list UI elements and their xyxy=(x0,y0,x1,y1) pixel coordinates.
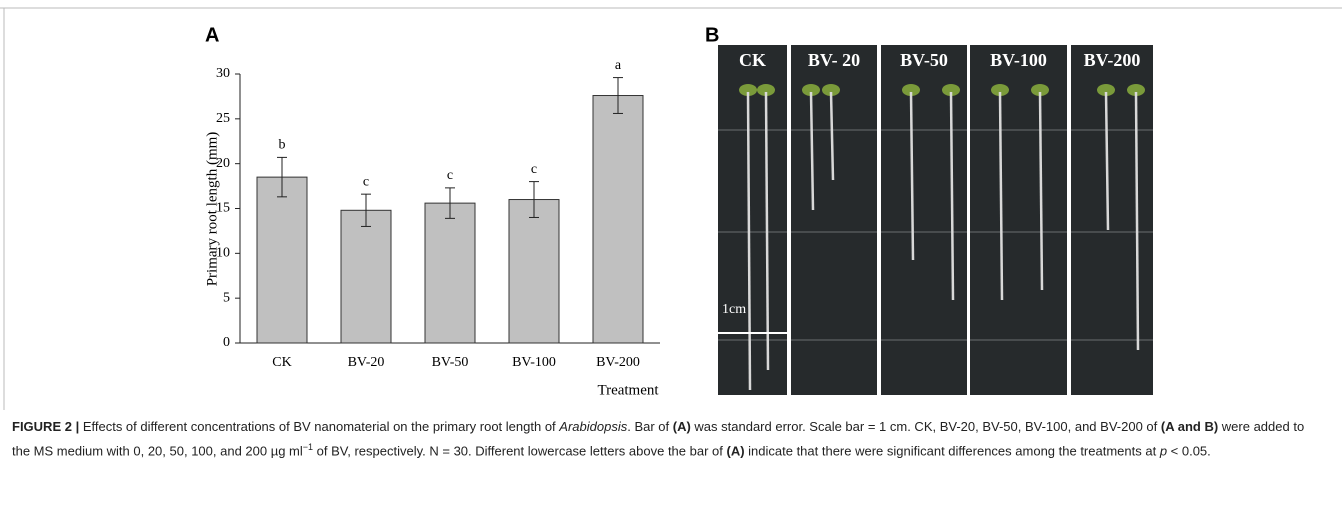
photo-leaf xyxy=(757,84,775,96)
photo-root xyxy=(1038,91,1044,291)
caption-text: (A) xyxy=(726,443,745,459)
photo-leaf xyxy=(739,84,757,96)
photo-root xyxy=(809,91,815,211)
photo-leaf xyxy=(822,84,840,96)
caption-text: (A) xyxy=(672,419,691,434)
caption-text: < 0.05. xyxy=(1167,443,1211,459)
panel-label: A xyxy=(205,24,219,46)
bar xyxy=(592,95,644,344)
photo-leaf xyxy=(802,84,820,96)
photo-label: BV-100 xyxy=(990,50,1047,70)
scale-label: 1cm xyxy=(722,302,746,317)
photo-root xyxy=(909,91,915,261)
photo-root xyxy=(829,91,835,181)
bar xyxy=(424,202,476,344)
caption-text: Arabidopsis xyxy=(559,419,628,434)
x-tick-label: CK xyxy=(272,355,291,370)
panel-label: B xyxy=(705,24,719,46)
y-tick-label: 0 xyxy=(223,335,230,350)
photo-leaf xyxy=(1097,84,1115,96)
x-tick-label: BV-100 xyxy=(512,355,556,370)
significance-letter: b xyxy=(279,138,286,153)
photo-panel xyxy=(881,45,967,395)
significance-letter: c xyxy=(447,168,453,183)
figure-graphics: A B Primary root length (mm) Treatment 0… xyxy=(0,7,1342,410)
caption-text: was standard error. Scale bar = 1 cm. CK… xyxy=(690,419,1161,434)
photo-panel xyxy=(1071,45,1153,395)
x-tick-label: BV-50 xyxy=(432,355,469,370)
bar xyxy=(508,199,560,344)
caption-text: −1 xyxy=(302,442,314,452)
y-tick-label: 15 xyxy=(216,201,230,216)
caption-text: indicate that there were significant dif… xyxy=(744,443,1160,459)
caption-text: p xyxy=(1159,443,1168,459)
photo-leaf xyxy=(1031,84,1049,96)
y-axis-label: Primary root length (mm) xyxy=(204,132,220,287)
caption-text: FIGURE 2 | xyxy=(12,419,80,434)
significance-letter: a xyxy=(615,58,622,73)
caption-text: (A and B) xyxy=(1160,419,1219,434)
y-tick-label: 10 xyxy=(216,246,230,261)
photo-leaf xyxy=(991,84,1009,96)
caption-text: of BV, respectively. N = 30. Different l… xyxy=(313,443,727,459)
caption-text: were added to the MS medium with 0, 20, … xyxy=(12,419,1305,459)
significance-letter: c xyxy=(363,174,369,189)
photo-leaf xyxy=(942,84,960,96)
y-tick-label: 20 xyxy=(216,156,230,171)
x-tick-label: BV-20 xyxy=(348,355,385,370)
y-tick-label: 30 xyxy=(216,66,230,81)
photo-root xyxy=(764,91,770,371)
photo-root xyxy=(1134,91,1140,351)
y-tick-label: 25 xyxy=(216,111,230,126)
bar xyxy=(256,176,308,344)
x-tick-label: BV-200 xyxy=(596,355,640,370)
photo-root xyxy=(746,91,752,391)
y-tick-label: 5 xyxy=(223,290,230,305)
photo-label: BV-50 xyxy=(900,50,948,70)
photo-label: BV-200 xyxy=(1084,50,1141,70)
photo-panel xyxy=(970,45,1067,395)
photo-label: BV- 20 xyxy=(808,50,860,70)
x-axis-label: Treatment xyxy=(597,382,659,398)
photo-label: CK xyxy=(739,50,766,70)
photo-panel xyxy=(791,45,877,395)
significance-letter: c xyxy=(531,162,537,177)
photo-root xyxy=(1104,91,1110,231)
photo-root xyxy=(998,91,1004,301)
bar xyxy=(340,209,392,344)
caption-text: Effects of different concentrations of B… xyxy=(79,419,560,434)
photo-leaf xyxy=(902,84,920,96)
caption-text: . Bar of xyxy=(627,419,673,434)
caption: FIGURE 2 | Effects of different concentr… xyxy=(12,416,1322,461)
photo-root xyxy=(949,91,955,301)
photo-leaf xyxy=(1127,84,1145,96)
photo-panel xyxy=(718,45,787,395)
